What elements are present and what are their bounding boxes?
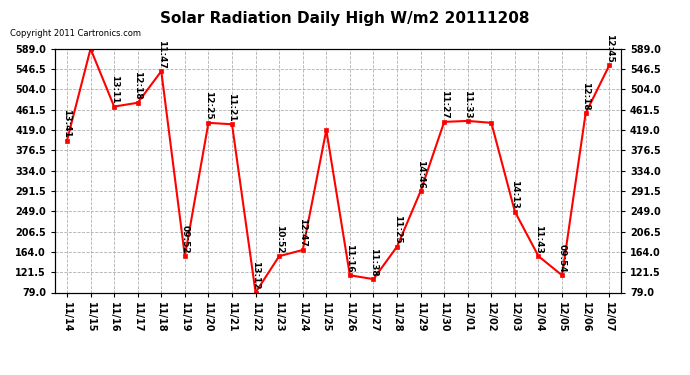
Text: 13:12: 13:12 — [251, 261, 260, 290]
Text: 13:11: 13:11 — [110, 75, 119, 104]
Text: 14:46: 14:46 — [416, 159, 425, 188]
Text: 13:41: 13:41 — [63, 109, 72, 138]
Text: 12:18: 12:18 — [133, 71, 142, 100]
Text: 11:27: 11:27 — [440, 90, 449, 119]
Text: 11:21: 11:21 — [228, 93, 237, 122]
Text: 11:47: 11:47 — [157, 39, 166, 68]
Text: 12:18: 12:18 — [581, 82, 590, 111]
Text: 11:16: 11:16 — [346, 244, 355, 273]
Text: 11:38: 11:38 — [369, 248, 378, 276]
Text: 11:33: 11:33 — [463, 90, 472, 118]
Text: Copyright 2011 Cartronics.com: Copyright 2011 Cartronics.com — [10, 29, 141, 38]
Text: 12:25: 12:25 — [204, 92, 213, 120]
Text: 11:25: 11:25 — [393, 215, 402, 244]
Text: Solar Radiation Daily High W/m2 20111208: Solar Radiation Daily High W/m2 20111208 — [160, 11, 530, 26]
Text: 09:54: 09:54 — [558, 244, 566, 273]
Text: 10:52: 10:52 — [275, 225, 284, 254]
Text: 12:45: 12:45 — [604, 34, 613, 63]
Text: 14:13: 14:13 — [511, 180, 520, 209]
Text: 09:52: 09:52 — [180, 225, 189, 254]
Text: 12:47: 12:47 — [298, 218, 307, 247]
Text: 11:43: 11:43 — [534, 225, 543, 254]
